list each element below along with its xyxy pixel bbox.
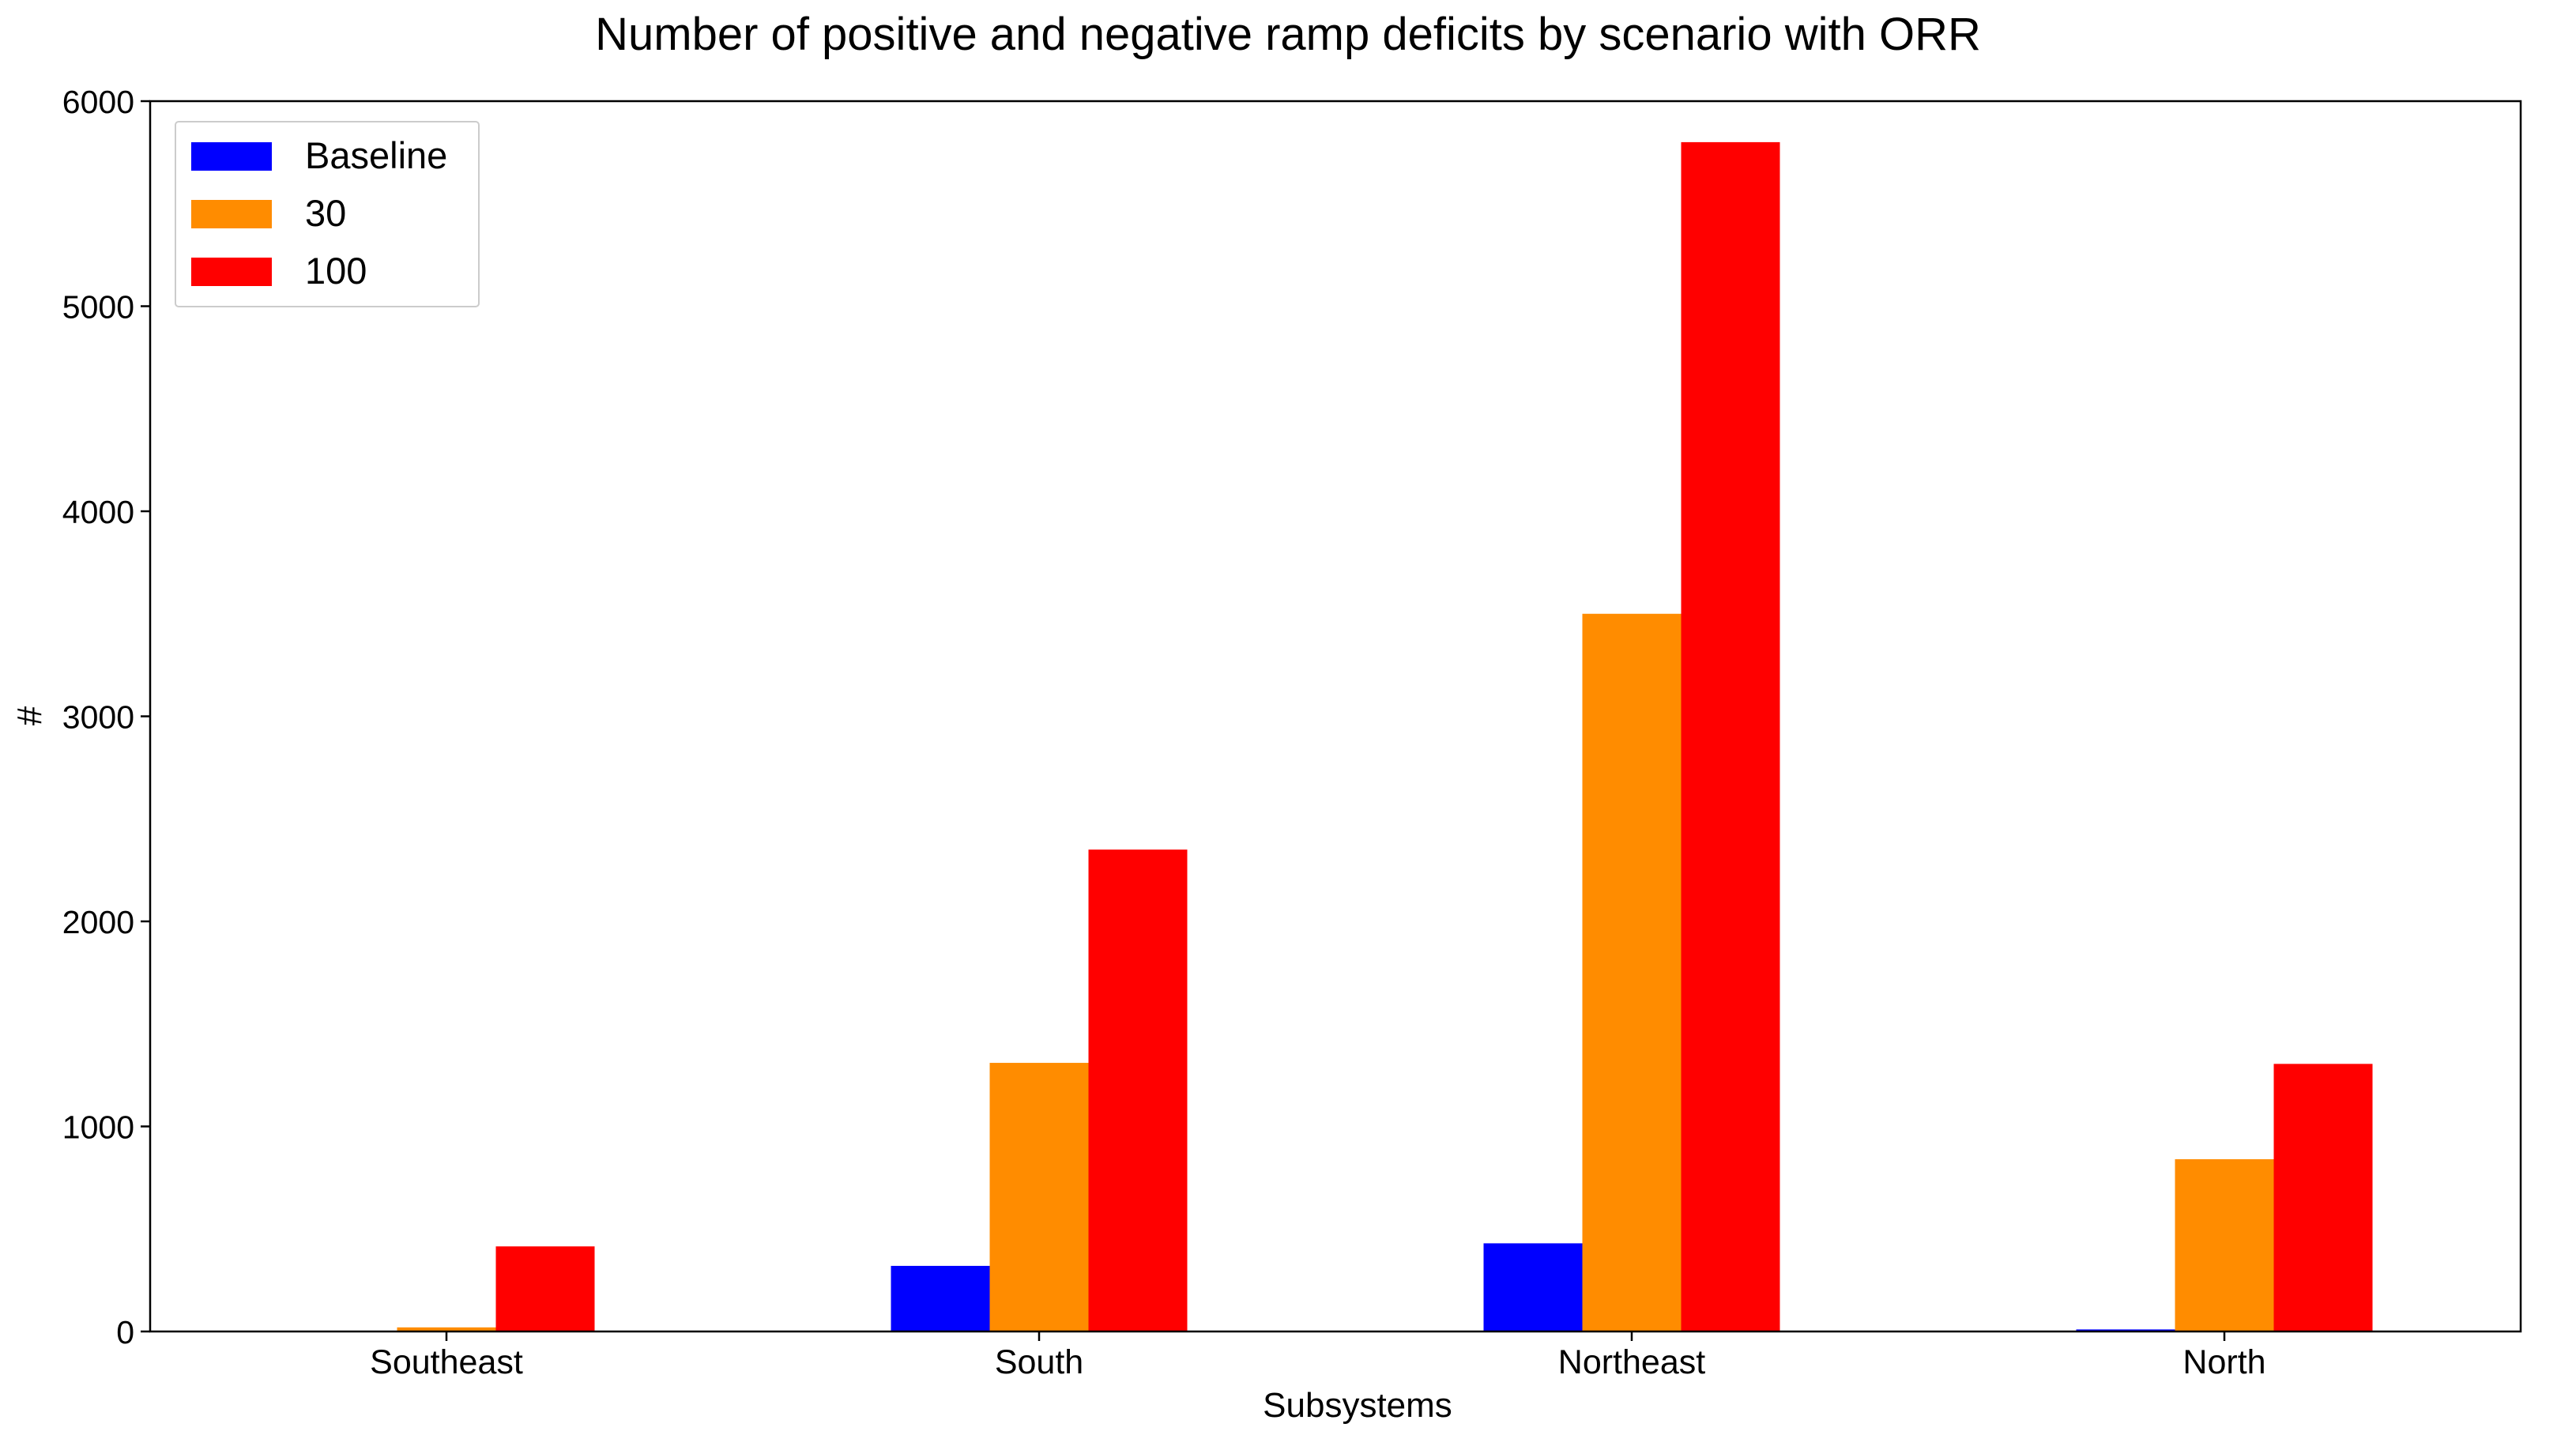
bar-30-northeast [1582, 613, 1682, 1331]
legend-swatch-30 [191, 200, 272, 228]
y-tick-label: 4000 [62, 494, 134, 530]
bar-100-northeast [1681, 141, 1780, 1331]
legend-swatch-baseline [191, 142, 272, 171]
bar-30-south [989, 1063, 1089, 1331]
bar-baseline-north [2076, 1329, 2175, 1331]
plot-frame [149, 100, 2522, 1333]
bar-100-southeast [495, 1246, 595, 1331]
legend-label-30: 30 [305, 192, 346, 234]
y-tick-label: 2000 [62, 904, 134, 940]
y-tick-label: 0 [116, 1314, 134, 1350]
bar-100-north [2273, 1064, 2373, 1331]
x-tick-label-southeast: Southeast [370, 1343, 523, 1381]
x-tick-label-northeast: Northeast [1558, 1343, 1705, 1381]
y-tick-label: 1000 [62, 1109, 134, 1146]
bars-layer [397, 141, 2373, 1331]
x-tick-label-north: North [2182, 1343, 2265, 1381]
x-tick-label-south: South [995, 1343, 1083, 1381]
y-axis: 0 1000 2000 3000 4000 5000 6000 [62, 84, 150, 1350]
legend-swatch-100 [191, 258, 272, 286]
chart-title: Number of positive and negative ramp def… [595, 9, 1981, 60]
x-axis: Southeast South Northeast North [370, 1331, 2266, 1381]
y-tick-label: 3000 [62, 699, 134, 736]
y-tick-label: 5000 [62, 289, 134, 326]
bar-30-southeast [397, 1327, 496, 1331]
y-tick-label: 6000 [62, 84, 134, 120]
bar-100-south [1088, 849, 1188, 1331]
x-axis-label: Subsystems [1263, 1386, 1452, 1425]
bar-30-north [2175, 1159, 2274, 1331]
bar-baseline-south [891, 1265, 990, 1331]
y-axis-label: # [10, 706, 49, 725]
legend: Baseline 30 100 [175, 121, 480, 307]
bar-baseline-northeast [1483, 1243, 1583, 1331]
legend-label-baseline: Baseline [305, 134, 447, 176]
legend-label-100: 100 [305, 250, 367, 292]
